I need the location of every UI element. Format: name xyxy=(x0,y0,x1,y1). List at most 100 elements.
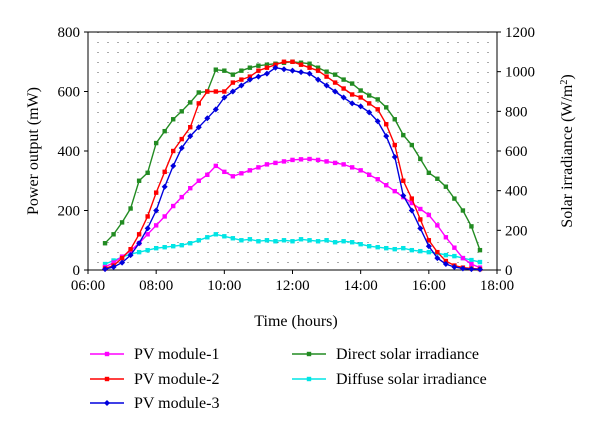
data-point-pv-module-3 xyxy=(187,133,194,140)
data-point-pv-module-3 xyxy=(340,94,347,101)
data-point-diffuse-solar-irradiance xyxy=(230,236,236,241)
data-point-pv-module-1 xyxy=(426,212,432,218)
data-point-diffuse-solar-irradiance xyxy=(247,237,253,242)
data-point-pv-module-3 xyxy=(315,76,322,83)
data-point-diffuse-solar-irradiance xyxy=(196,238,201,243)
series-layer xyxy=(102,59,483,273)
y-right-tick-label: 1000 xyxy=(505,65,535,81)
data-point-direct-solar-irradiance xyxy=(477,247,483,253)
data-point-pv-module-2 xyxy=(426,238,432,243)
data-point-pv-module-3 xyxy=(408,207,415,214)
y-right-tick-label: 400 xyxy=(505,184,528,200)
data-point-diffuse-solar-irradiance xyxy=(409,247,414,253)
data-point-pv-module-1 xyxy=(298,157,304,162)
legend-label: PV module-3 xyxy=(134,395,219,412)
data-point-pv-module-3 xyxy=(195,124,202,131)
x-tick-label: 10:00 xyxy=(207,278,241,294)
data-point-direct-solar-irradiance xyxy=(136,178,142,183)
data-point-pv-module-2 xyxy=(188,125,193,130)
series-line-direct-solar-irradiance xyxy=(104,61,481,251)
data-point-direct-solar-irradiance xyxy=(171,117,176,122)
data-point-pv-module-3 xyxy=(476,266,483,273)
data-point-diffuse-solar-irradiance xyxy=(426,249,432,255)
y-axis-left-label: Power output (mW) xyxy=(25,87,42,215)
data-point-pv-module-3 xyxy=(442,261,449,268)
legend-swatch-marker xyxy=(104,351,110,357)
data-point-pv-module-3 xyxy=(374,118,381,125)
data-point-pv-module-2 xyxy=(366,101,372,106)
series-pv-module-3 xyxy=(102,64,483,273)
data-point-pv-module-3 xyxy=(383,133,390,140)
data-point-pv-module-1 xyxy=(256,165,261,170)
data-point-pv-module-3 xyxy=(212,106,219,113)
data-point-pv-module-1 xyxy=(171,203,176,209)
legend-item-pv-module-3: PV module-3 xyxy=(90,395,219,412)
y-left-tick-label: 200 xyxy=(58,204,81,220)
data-point-direct-solar-irradiance xyxy=(119,220,125,225)
x-tick-label: 18:00 xyxy=(480,278,514,294)
data-point-diffuse-solar-irradiance xyxy=(273,239,278,244)
data-point-pv-module-3 xyxy=(332,88,339,95)
data-point-pv-module-2 xyxy=(213,89,219,94)
data-point-pv-module-1 xyxy=(145,232,150,237)
data-point-pv-module-2 xyxy=(264,65,270,70)
data-point-direct-solar-irradiance xyxy=(392,117,397,122)
data-point-pv-module-3 xyxy=(153,207,160,214)
data-point-diffuse-solar-irradiance xyxy=(188,241,193,246)
data-point-pv-module-1 xyxy=(213,163,219,169)
data-point-direct-solar-irradiance xyxy=(179,109,184,114)
data-point-pv-module-3 xyxy=(425,243,432,250)
x-tick-label: 08:00 xyxy=(139,278,173,294)
data-point-pv-module-3 xyxy=(306,70,313,77)
data-point-pv-module-1 xyxy=(324,159,329,164)
data-point-pv-module-3 xyxy=(289,67,296,74)
data-point-diffuse-solar-irradiance xyxy=(375,244,380,250)
y-right-tick-label: 0 xyxy=(505,263,513,279)
series-direct-solar-irradiance xyxy=(102,59,483,253)
data-point-pv-module-3 xyxy=(451,264,458,271)
data-point-pv-module-1 xyxy=(409,200,414,206)
data-point-pv-module-1 xyxy=(239,171,244,176)
data-point-pv-module-2 xyxy=(341,86,346,91)
data-point-pv-module-2 xyxy=(324,74,329,79)
data-point-diffuse-solar-irradiance xyxy=(401,245,406,251)
data-point-pv-module-1 xyxy=(273,160,278,166)
data-point-pv-module-1 xyxy=(435,223,440,228)
data-point-diffuse-solar-irradiance xyxy=(358,242,363,247)
y-left-tick-label: 400 xyxy=(58,144,81,160)
legend-swatch-marker xyxy=(104,376,110,382)
data-point-pv-module-2 xyxy=(145,214,150,219)
data-point-direct-solar-irradiance xyxy=(460,208,466,213)
data-point-direct-solar-irradiance xyxy=(341,77,346,82)
data-point-diffuse-solar-irradiance xyxy=(171,244,176,249)
data-point-pv-module-1 xyxy=(247,168,253,173)
data-point-diffuse-solar-irradiance xyxy=(264,238,270,243)
data-point-diffuse-solar-irradiance xyxy=(222,234,227,239)
data-point-pv-module-1 xyxy=(111,260,116,265)
data-point-pv-module-2 xyxy=(162,169,167,175)
data-point-pv-module-3 xyxy=(110,264,117,271)
axis-ticks: 06:00 08:00 10:00 12:00 14:00 16:00 18:0002004… xyxy=(58,25,536,294)
data-point-pv-module-3 xyxy=(391,153,398,160)
data-point-diffuse-solar-irradiance xyxy=(213,232,219,237)
data-point-pv-module-1 xyxy=(162,214,167,219)
data-point-pv-module-3 xyxy=(280,66,287,73)
data-point-pv-module-3 xyxy=(136,240,143,247)
y-axis-right-label-main: Solar irradiance (W/m xyxy=(559,84,576,228)
data-point-direct-solar-irradiance xyxy=(102,241,108,246)
data-point-diffuse-solar-irradiance xyxy=(477,259,483,265)
data-point-pv-module-3 xyxy=(144,225,151,232)
data-point-pv-module-1 xyxy=(281,159,287,164)
data-point-pv-module-3 xyxy=(298,69,305,76)
data-point-pv-module-3 xyxy=(229,88,236,95)
data-point-pv-module-3 xyxy=(459,265,466,272)
y-right-tick-label: 800 xyxy=(505,104,528,120)
data-point-pv-module-2 xyxy=(358,95,363,100)
data-point-pv-module-3 xyxy=(255,73,262,80)
data-point-diffuse-solar-irradiance xyxy=(324,238,329,243)
data-point-pv-module-2 xyxy=(205,89,210,94)
data-point-pv-module-3 xyxy=(238,82,245,89)
data-point-pv-module-2 xyxy=(384,122,389,127)
data-point-pv-module-2 xyxy=(332,80,338,85)
data-point-pv-module-1 xyxy=(332,160,338,166)
